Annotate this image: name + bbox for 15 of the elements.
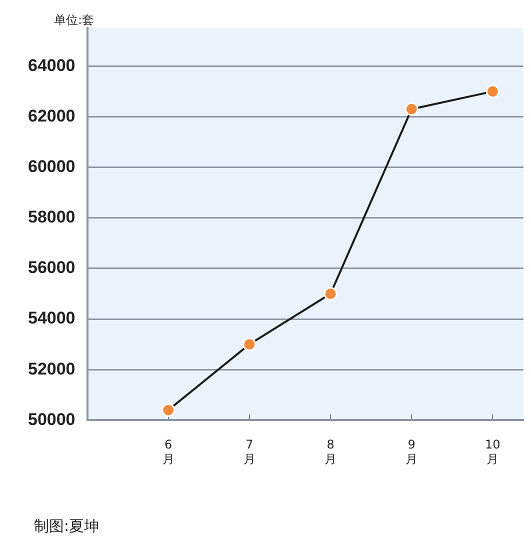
- text: 制图:夏坤: [34, 516, 100, 535]
- y-tick-label: 64000: [28, 56, 76, 75]
- y-axis-title: 单位:套: [54, 13, 94, 28]
- x-tick-label: 9 月: [406, 438, 418, 466]
- y-tick-label: 50000: [28, 410, 76, 429]
- y-tick-label: 60000: [28, 156, 76, 176]
- x-tick-label: 6 月: [162, 438, 174, 466]
- y-tick-label: 58000: [28, 208, 76, 227]
- y-tick-label: 54000: [28, 308, 76, 328]
- x-tick-label: 8 月: [324, 438, 337, 466]
- y-tick-label: 52000: [28, 359, 76, 378]
- x-tick-label: 7 月: [243, 438, 256, 466]
- y-tick-label: 56000: [28, 258, 76, 278]
- x-tick-label: 10 月: [485, 438, 500, 466]
- y-tick-label: 62000: [28, 106, 76, 126]
